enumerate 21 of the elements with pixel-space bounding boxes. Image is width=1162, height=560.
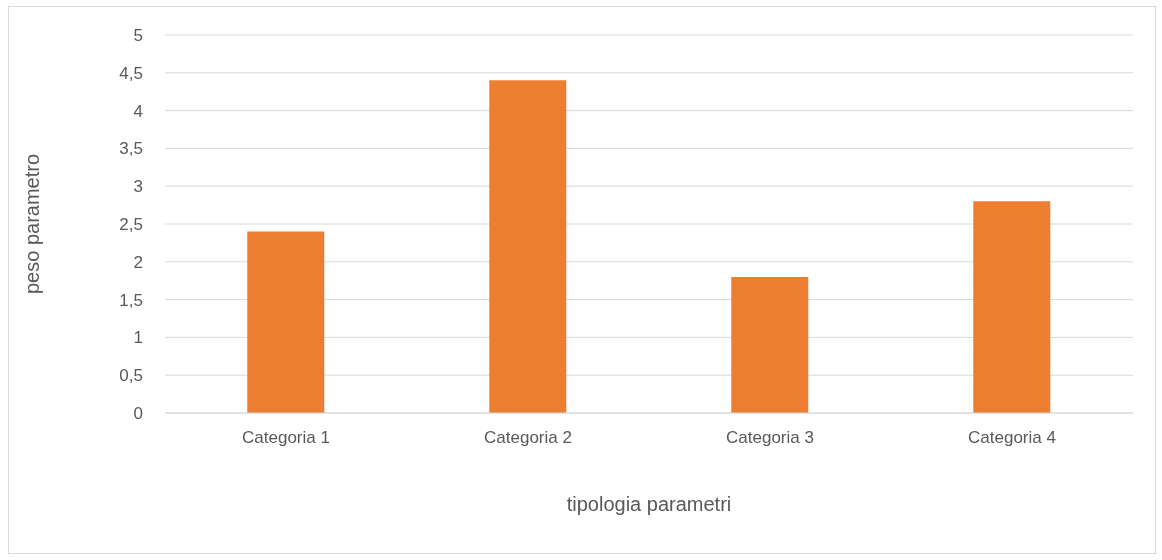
y-tick-label: 2,5	[119, 215, 143, 235]
y-tick-label: 1,5	[119, 290, 143, 310]
y-tick-label: 5	[133, 26, 143, 46]
y-tick-label: 4,5	[119, 63, 143, 83]
x-tick-label: Categoria 2	[484, 428, 572, 448]
bar	[973, 201, 1051, 413]
bar	[489, 80, 567, 413]
y-axis-title: peso parametro	[21, 153, 44, 295]
y-tick-label: 2	[133, 252, 143, 272]
x-tick-label: Categoria 3	[726, 428, 814, 448]
x-axis-title: tipologia parametri	[566, 493, 732, 515]
y-tick-label: 0	[133, 404, 143, 424]
y-tick-label: 4	[133, 101, 143, 121]
bar	[731, 276, 809, 413]
y-tick-label: 0,5	[119, 366, 143, 386]
y-tick-label: 1	[133, 328, 143, 348]
bar	[247, 231, 325, 413]
y-tick-label: 3	[133, 177, 143, 197]
x-tick-label: Categoria 4	[968, 428, 1056, 448]
x-tick-label: Categoria 1	[242, 428, 330, 448]
y-tick-label: 3,5	[119, 139, 143, 159]
